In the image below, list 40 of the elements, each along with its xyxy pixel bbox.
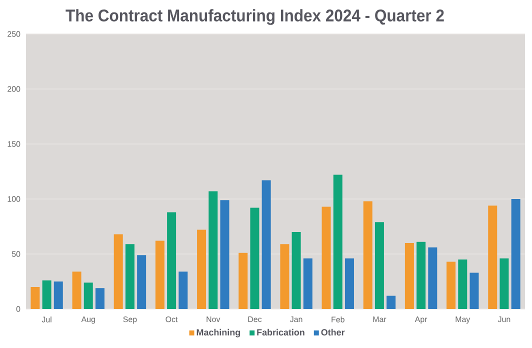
bar [262,180,271,309]
bar [488,206,498,309]
bar [470,272,479,309]
legend-label: Machining [196,328,240,338]
bar [511,199,520,309]
bar [374,222,384,309]
bar [220,200,230,309]
bar [72,272,82,309]
bar [458,260,468,309]
legend-label: Fabrication [257,328,304,336]
bar [344,258,354,309]
bar [30,287,40,309]
bar [42,280,52,309]
bar [84,282,93,309]
bar [404,243,414,309]
bar [292,232,301,309]
bar [416,242,426,309]
bar [125,244,134,309]
bar [197,230,206,309]
legend-label: Other [321,328,345,336]
bar [95,288,104,309]
bar [114,234,123,309]
bar [238,252,248,309]
bar [500,258,509,309]
bar [303,258,312,309]
bar [428,247,438,309]
bar [322,206,331,309]
chart-title: The Contract Manufacturing Index 2024 - Quarter 2 [66,9,444,25]
bar [333,174,342,309]
bar [446,262,456,309]
bar [386,296,396,309]
bar [250,208,260,309]
bar [137,255,146,309]
bar [155,240,164,309]
bar [54,282,63,309]
bar [178,272,188,309]
bar [208,191,218,309]
bar [280,244,290,309]
bar [363,201,372,309]
bar [167,212,176,309]
